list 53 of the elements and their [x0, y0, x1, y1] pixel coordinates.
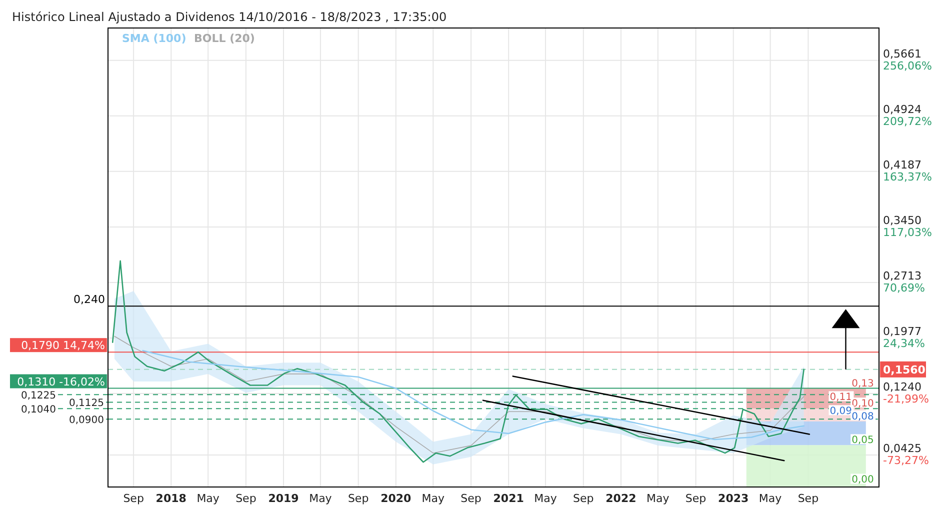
ref-line-label: 0,0900: [69, 415, 104, 426]
x-tick-label: 2023: [718, 492, 749, 505]
y2-tick-label: -21,99%: [883, 392, 929, 406]
x-tick-label: Sep: [348, 492, 369, 505]
x-tick-label: Sep: [236, 492, 256, 505]
x-tick-label: May: [422, 492, 446, 505]
y2-tick-label: 209,72%: [883, 114, 932, 128]
x-tick-label: May: [309, 492, 332, 505]
y2-tick-label: 256,06%: [883, 59, 932, 72]
x-tick-label: Sep: [460, 492, 482, 505]
ref-line-label: 0,1225: [21, 390, 56, 402]
annotation: 0,10: [852, 398, 874, 410]
x-tick-label: 2020: [380, 492, 412, 505]
x-tick-label: 2022: [606, 492, 636, 505]
x-tick-label: Sep: [573, 492, 594, 505]
annotation: 0,00: [852, 474, 874, 486]
ref-line-label: 0,1560: [883, 363, 926, 376]
y-tick-label: 0,4924: [883, 102, 922, 116]
x-tick-label: May: [196, 492, 220, 505]
y-tick-label: 0,2713: [883, 270, 922, 283]
annotation: 0,05: [852, 435, 874, 446]
y2-tick-label: 70,69%: [883, 281, 925, 294]
ref-line-label: 0,240: [74, 293, 105, 306]
annotation: 0,08: [852, 411, 874, 422]
x-tick-label: 2021: [493, 492, 524, 505]
x-tick-label: Sep: [123, 492, 144, 505]
y2-tick-label: 163,37%: [883, 170, 932, 184]
y-tick-label: 0,3450: [883, 214, 922, 227]
x-tick-label: Sep: [685, 492, 706, 505]
x-tick-label: May: [758, 492, 782, 505]
x-tick-label: May: [646, 492, 670, 505]
text: BOLL (20): [194, 32, 255, 45]
annotation: 0,13: [852, 378, 874, 390]
x-tick-label: 2018: [156, 492, 186, 505]
y-tick-label: 0,1240: [883, 380, 922, 394]
annotation: 0,11: [830, 392, 852, 404]
y2-tick-label: 117,03%: [883, 226, 932, 239]
y2-tick-label: -73,27%: [883, 454, 929, 467]
ref-line-label: 0,1125: [69, 398, 104, 410]
x-tick-label: Sep: [798, 492, 819, 505]
text: SMA (100): [122, 32, 186, 45]
ref-line-label: 0,1790 14,74%: [21, 339, 105, 352]
y-tick-label: 0,4187: [883, 158, 922, 172]
x-tick-label: 2019: [268, 492, 299, 505]
y2-tick-label: 24,34%: [883, 337, 925, 350]
x-tick-label: May: [534, 492, 558, 505]
y-tick-label: 0,0425: [883, 442, 922, 455]
chart-title: Histórico Lineal Ajustado a Dividenos 14/10/2016 - 18/8/2023 , 17:35:00: [12, 10, 447, 24]
annotation: 0,09: [830, 406, 852, 418]
ref-line-label: 0,1040: [21, 404, 56, 416]
ref-line-label: 0,1310 -16,02%: [17, 375, 105, 388]
y-tick-label: 0,1977: [883, 324, 922, 338]
y-tick-label: 0,5661: [883, 47, 922, 60]
